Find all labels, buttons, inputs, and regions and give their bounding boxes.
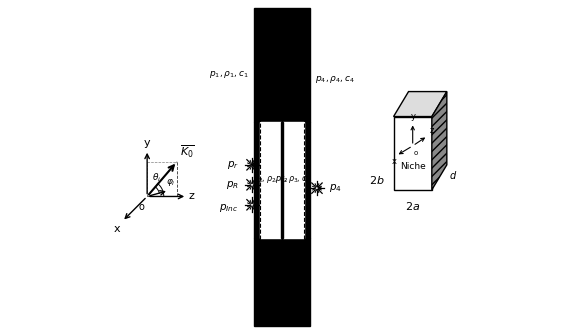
Bar <box>261 122 281 238</box>
Text: $\varphi_i$: $\varphi_i$ <box>166 177 176 188</box>
Text: $p_4$: $p_4$ <box>329 182 341 194</box>
Text: x: x <box>255 52 261 62</box>
Text: Niche: Niche <box>400 162 426 171</box>
Text: n: n <box>299 108 305 118</box>
Text: n: n <box>259 108 265 118</box>
Text: $p_4, \rho_4, c_4$: $p_4, \rho_4, c_4$ <box>315 74 355 86</box>
Bar <box>254 238 310 326</box>
Text: $p_2, \rho_2, c_2$: $p_2, \rho_2, c_2$ <box>253 174 289 185</box>
Text: o: o <box>414 150 418 156</box>
Text: y: y <box>411 112 416 121</box>
Bar <box>303 122 310 238</box>
Bar <box>283 122 303 238</box>
Text: z: z <box>429 126 434 135</box>
Text: x: x <box>114 224 121 234</box>
Text: x: x <box>391 157 396 166</box>
Text: $2b$: $2b$ <box>369 174 384 186</box>
Bar <box>254 122 261 238</box>
Text: $p_r$: $p_r$ <box>227 159 239 171</box>
Bar <box>254 8 310 122</box>
Text: $p_3, \rho_3, c_3$: $p_3, \rho_3, c_3$ <box>275 174 311 185</box>
Text: o: o <box>139 202 144 212</box>
Text: $d$: $d$ <box>450 169 458 181</box>
Text: $\theta_i$: $\theta_i$ <box>152 171 161 184</box>
Text: $p_1, \rho_1, c_1$: $p_1, \rho_1, c_1$ <box>209 69 249 81</box>
Text: y: y <box>144 138 151 148</box>
Bar <box>281 122 283 238</box>
Text: $2a$: $2a$ <box>405 200 420 212</box>
Text: y: y <box>260 11 266 21</box>
Polygon shape <box>394 117 432 190</box>
Text: z: z <box>189 191 195 201</box>
Text: z: z <box>292 45 297 55</box>
Polygon shape <box>432 92 447 190</box>
Text: $p_R$: $p_R$ <box>226 179 239 191</box>
Polygon shape <box>394 92 447 117</box>
Text: $\overline{K_0}$: $\overline{K_0}$ <box>180 144 195 160</box>
Text: $p_{Inc}$: $p_{Inc}$ <box>219 202 239 214</box>
